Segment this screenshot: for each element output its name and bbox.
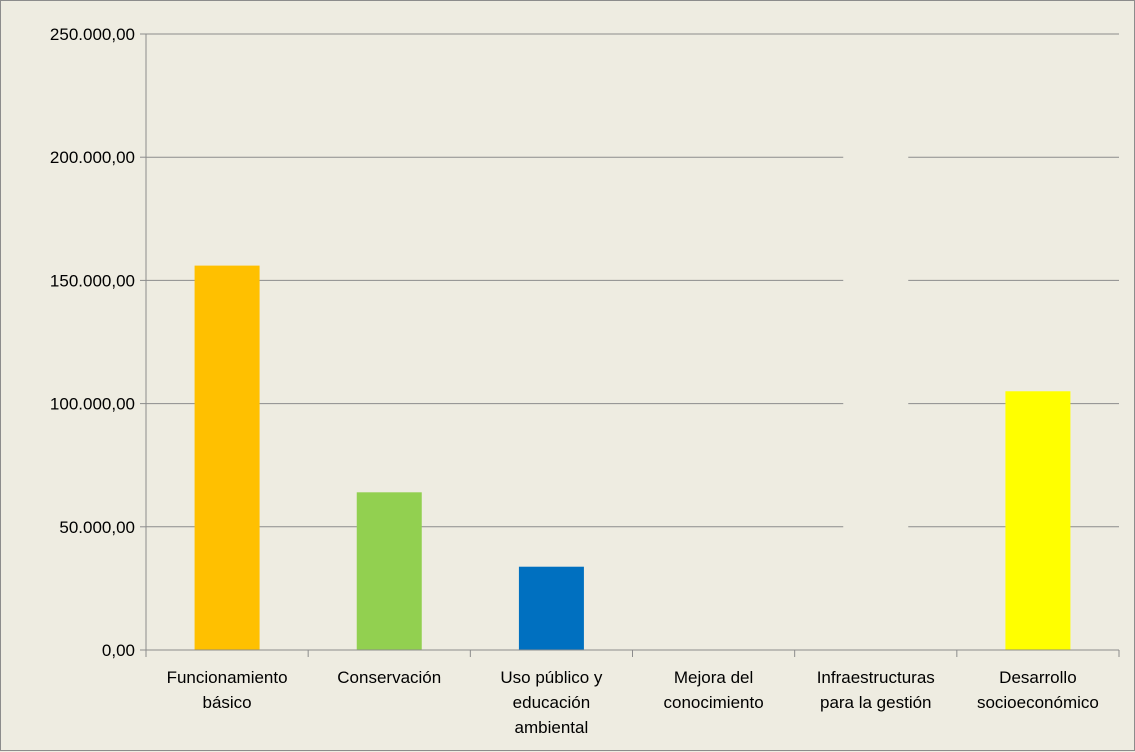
x-category-label: Conservación — [337, 668, 441, 687]
bar — [1005, 391, 1071, 650]
gridlines — [146, 33, 1119, 528]
x-category-label: Funcionamiento básico — [167, 668, 288, 712]
x-category-label: Infraestructuras para la gestión — [817, 668, 935, 712]
axes — [140, 33, 1120, 657]
y-tick-label: 150.000,00 — [50, 271, 135, 290]
x-category-label: Mejora del conocimiento — [663, 668, 763, 712]
y-tick-label: 250.000,00 — [50, 25, 135, 44]
x-category-labels: Funcionamiento básico Conservación Uso públ… — [167, 668, 1099, 737]
y-tick-label: 100.000,00 — [50, 395, 135, 414]
bar — [194, 265, 260, 650]
y-tick-label: 200.000,00 — [50, 148, 135, 167]
bar — [356, 492, 422, 650]
y-tick-labels: 0,00 50.000,00 100.000,00 150.000,00 200.000… — [50, 25, 135, 660]
bars — [194, 79, 1071, 651]
bar — [518, 566, 584, 650]
x-category-label: Desarrollo socioeconómico — [977, 668, 1099, 712]
y-tick-label: 50.000,00 — [59, 518, 135, 537]
bar — [843, 79, 909, 651]
y-tick-label: 0,00 — [102, 641, 135, 660]
x-category-label: Uso público y educación ambiental — [500, 668, 603, 737]
